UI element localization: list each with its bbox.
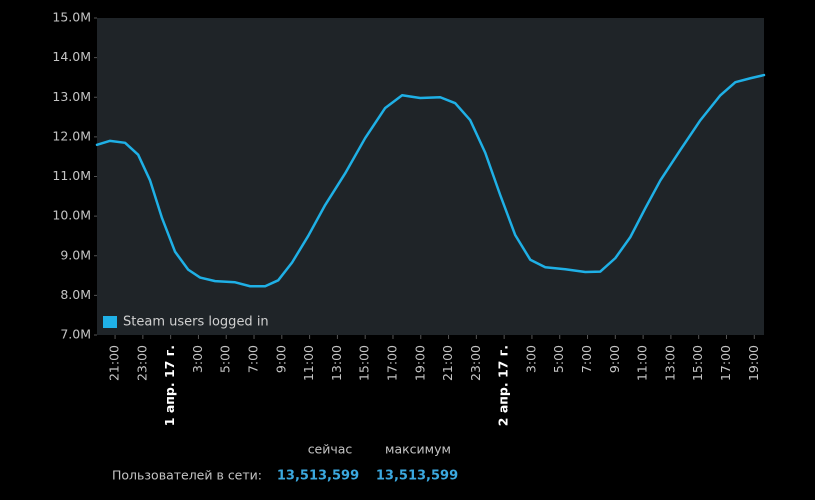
y-tick-label: 8.0M bbox=[60, 287, 91, 302]
x-tick-label: 17:00 bbox=[718, 345, 733, 381]
x-tick-label: 5:00 bbox=[218, 345, 233, 373]
legend-label: Steam users logged in bbox=[123, 315, 269, 330]
y-tick-label: 13.0M bbox=[52, 89, 91, 104]
online-label: Пользователей в сети: bbox=[112, 468, 262, 483]
x-tick-label: 21:00 bbox=[107, 345, 122, 381]
x-tick-label: 11:00 bbox=[635, 345, 650, 381]
x-tick-label: 23:00 bbox=[468, 345, 483, 381]
now-header: сейчас bbox=[308, 442, 353, 457]
x-tick-label: 13:00 bbox=[662, 345, 677, 381]
x-tick-label: 15:00 bbox=[690, 345, 705, 381]
x-tick-label: 9:00 bbox=[273, 345, 288, 373]
max-value: 13,513,599 bbox=[376, 469, 458, 484]
x-tick-label: 3:00 bbox=[190, 345, 205, 373]
y-tick-label: 12.0M bbox=[52, 128, 91, 143]
x-tick-label: 19:00 bbox=[746, 345, 761, 381]
x-tick-label: 17:00 bbox=[384, 345, 399, 381]
y-tick-label: 14.0M bbox=[52, 49, 91, 64]
x-tick-label: 13:00 bbox=[329, 345, 344, 381]
y-tick-label: 15.0M bbox=[52, 10, 91, 25]
x-tick-label: 5:00 bbox=[551, 345, 566, 373]
x-tick-label: 3:00 bbox=[523, 345, 538, 373]
x-tick-label: 9:00 bbox=[607, 345, 622, 373]
y-tick-label: 11.0M bbox=[52, 168, 91, 183]
y-tick-label: 7.0M bbox=[60, 327, 91, 342]
x-tick-label: 7:00 bbox=[246, 345, 261, 373]
now-value: 13,513,599 bbox=[277, 469, 359, 484]
x-tick-label: 11:00 bbox=[301, 345, 316, 381]
y-tick-label: 9.0M bbox=[60, 247, 91, 262]
x-tick-label: 7:00 bbox=[579, 345, 594, 373]
y-tick-label: 10.0M bbox=[52, 208, 91, 223]
max-header: максимум bbox=[385, 442, 451, 457]
x-tick-label: 21:00 bbox=[440, 345, 455, 381]
x-tick-label: 15:00 bbox=[357, 345, 372, 381]
x-tick-label: 23:00 bbox=[134, 345, 149, 381]
x-tick-label: 2 апр. 17 г. bbox=[496, 345, 511, 426]
plot-area bbox=[97, 18, 764, 335]
x-tick-label: 1 апр. 17 г. bbox=[162, 345, 177, 426]
x-tick-label: 19:00 bbox=[412, 345, 427, 381]
legend-swatch bbox=[103, 316, 117, 328]
line bbox=[95, 73, 766, 288]
